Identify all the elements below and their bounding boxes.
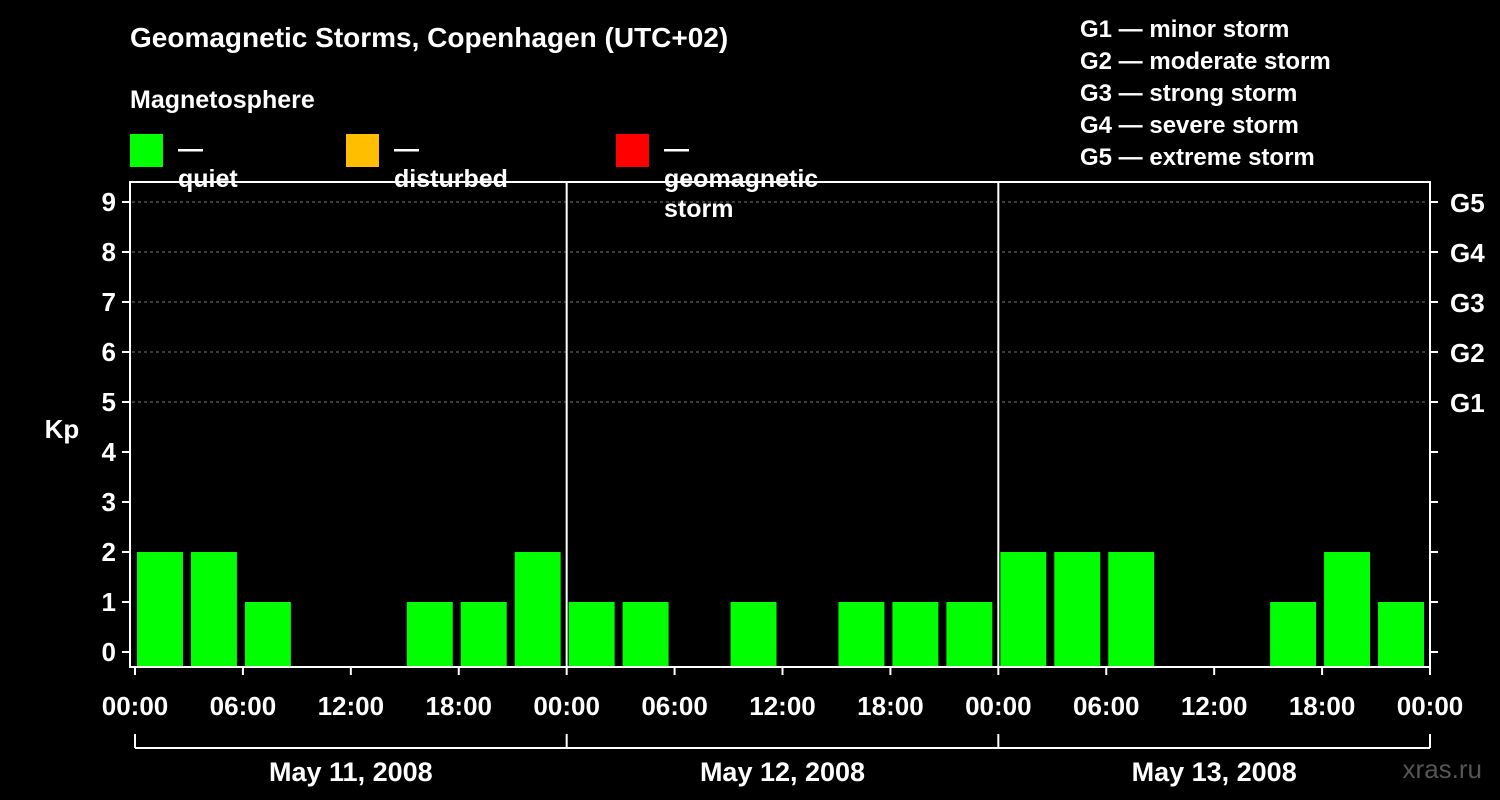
y-tick-label: 0 [102, 637, 116, 667]
y-tick-label: 8 [102, 237, 116, 267]
disturbed-swatch [346, 134, 379, 167]
scale-item-g2: G2 — moderate storm [1080, 48, 1331, 75]
kp-bar [838, 602, 885, 667]
x-tick-label: 06:00 [210, 691, 277, 721]
kp-bar [1270, 602, 1317, 667]
y-tick-label: 4 [102, 437, 117, 467]
kp-bar [1000, 552, 1047, 667]
x-tick-label: 06:00 [641, 691, 708, 721]
y-tick-label: 7 [102, 287, 116, 317]
x-tick-label: 12:00 [318, 691, 385, 721]
storm-swatch [616, 134, 649, 167]
y-tick-label: 5 [102, 387, 116, 417]
y-tick-label: 6 [102, 337, 116, 367]
scale-item-g1: G1 — minor storm [1080, 16, 1290, 43]
legend-label-storm: — geomagnetic storm [664, 135, 819, 223]
scale-item-g3: G3 — strong storm [1080, 80, 1298, 107]
x-tick-label: 12:00 [749, 691, 816, 721]
y-tick-label: 3 [102, 487, 116, 517]
plot-frame [129, 181, 1431, 668]
kp-bar [1108, 552, 1155, 667]
g-scale-label: G5 [1450, 188, 1485, 218]
kp-bar [622, 602, 669, 667]
kp-bar [1054, 552, 1101, 667]
kp-bar [190, 552, 237, 667]
x-tick-label: 12:00 [1181, 691, 1248, 721]
kp-bar [406, 602, 453, 667]
kp-bar [1324, 552, 1371, 667]
kp-bar [892, 602, 939, 667]
kp-bar [514, 552, 561, 667]
legend-label-quiet: — quiet [178, 135, 238, 193]
g-scale-label: G2 [1450, 338, 1485, 368]
legend-heading: Magnetosphere [130, 86, 315, 114]
kp-bar [460, 602, 507, 667]
x-tick-label: 18:00 [1289, 691, 1356, 721]
x-tick-label: 00:00 [102, 691, 169, 721]
kp-bar [137, 552, 183, 667]
y-tick-label: 1 [102, 587, 116, 617]
kp-bar [568, 602, 615, 667]
y-tick-label: 9 [102, 187, 116, 217]
x-tick-label: 00:00 [1397, 691, 1464, 721]
day-label: May 13, 2008 [1132, 757, 1297, 787]
x-tick-label: 18:00 [426, 691, 493, 721]
scale-item-g4: G4 — severe storm [1080, 112, 1299, 139]
kp-bar [730, 602, 777, 667]
scale-item-g5: G5 — extreme storm [1080, 144, 1315, 171]
day-label: May 11, 2008 [269, 757, 433, 787]
x-tick-label: 18:00 [857, 691, 924, 721]
legend-label-disturbed: — disturbed [394, 135, 508, 193]
day-label: May 12, 2008 [700, 757, 865, 787]
kp-bar [1378, 602, 1424, 667]
g-scale-label: G4 [1450, 238, 1485, 268]
y-axis-label: Kp [45, 414, 80, 444]
storm-scale-list: G1 — minor storm G2 — moderate storm G3 … [1080, 14, 1331, 174]
g-scale-label: G3 [1450, 288, 1485, 318]
y-tick-label: 2 [102, 537, 116, 567]
x-tick-label: 00:00 [533, 691, 600, 721]
kp-bar [244, 602, 291, 667]
x-tick-label: 00:00 [965, 691, 1032, 721]
g-scale-label: G1 [1450, 388, 1485, 418]
quiet-swatch [130, 134, 163, 167]
chart-title: Geomagnetic Storms, Copenhagen (UTC+02) [130, 22, 729, 53]
x-tick-label: 06:00 [1073, 691, 1140, 721]
watermark: xras.ru [1402, 754, 1482, 784]
kp-bar [946, 602, 993, 667]
